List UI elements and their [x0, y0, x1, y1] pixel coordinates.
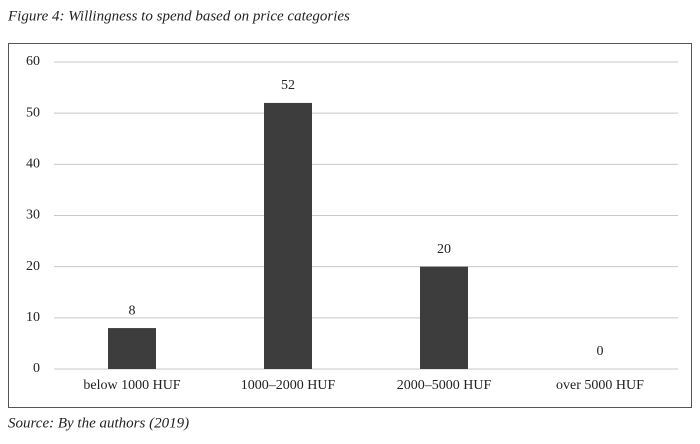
x-tick-label: 1000–2000 HUF — [241, 378, 336, 393]
source-note: Source: By the authors (2019) — [8, 415, 189, 431]
y-tick-label: 60 — [26, 54, 40, 69]
y-tick-label: 0 — [33, 361, 40, 376]
chart-title: Figure 4: Willingness to spend based on … — [7, 8, 350, 24]
data-label: 52 — [281, 78, 295, 93]
x-tick-label: below 1000 HUF — [83, 378, 180, 393]
bar — [108, 328, 156, 369]
x-tick-label: over 5000 HUF — [556, 378, 644, 393]
bar — [420, 266, 468, 369]
data-label: 8 — [129, 303, 136, 318]
y-tick-label: 10 — [26, 310, 40, 325]
data-label: 20 — [437, 242, 451, 257]
bar — [264, 102, 312, 369]
y-tick-label: 20 — [26, 259, 40, 274]
y-tick-label: 50 — [26, 105, 40, 120]
y-tick-label: 30 — [26, 208, 40, 223]
x-tick-label: 2000–5000 HUF — [397, 378, 492, 393]
data-label: 0 — [597, 344, 604, 359]
y-tick-label: 40 — [26, 157, 40, 172]
chart-frame — [8, 43, 692, 408]
